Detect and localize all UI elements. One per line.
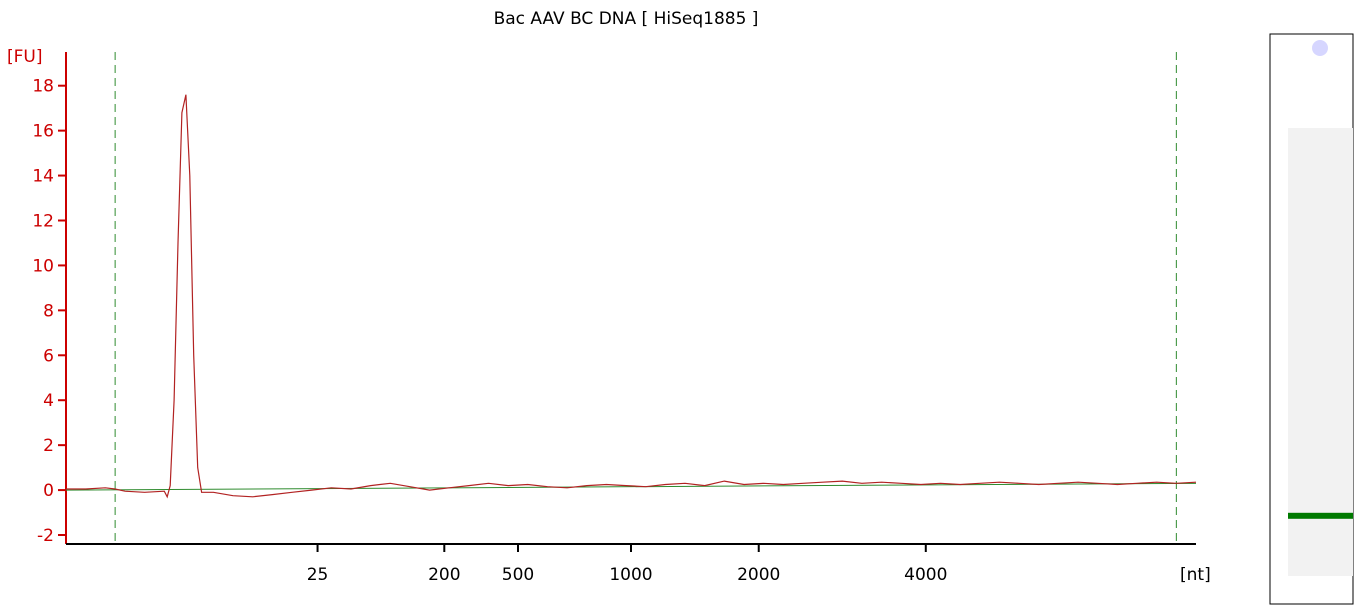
x-tick-label: 1000	[609, 565, 652, 585]
marker-lines	[114, 52, 1177, 544]
y-tick-label: 2	[43, 436, 54, 456]
y-tick-label: 16	[32, 122, 54, 142]
gel-background	[1288, 128, 1353, 576]
x-tick-label: 500	[502, 565, 534, 585]
trace-group	[66, 94, 1197, 499]
x-tick-label: 4000	[904, 565, 947, 585]
y-tick-label: 0	[43, 481, 54, 501]
x-axis-label: [nt]	[1180, 565, 1211, 585]
chart-title: Bac AAV BC DNA [ HiSeq1885 ]	[494, 9, 759, 29]
y-tick-label: 18	[32, 77, 54, 97]
y-tick-label: 6	[43, 346, 54, 366]
y-tick-label: 8	[43, 301, 54, 321]
x-tick-label: 25	[307, 565, 329, 585]
x-tick-label: 200	[428, 565, 460, 585]
x-tick-label: 2000	[737, 565, 780, 585]
gel-band	[1288, 512, 1353, 519]
baseline-group	[65, 482, 1197, 491]
y-tick-label: 14	[32, 167, 54, 187]
gel-well-icon	[1312, 40, 1328, 56]
baseline-line	[65, 482, 1197, 491]
x-axis: 25 200 500 1000 2000 4000	[66, 543, 1196, 585]
y-tick-label: 12	[32, 211, 54, 231]
y-tick-label: 4	[43, 391, 54, 411]
y-tick-label: 10	[32, 256, 54, 276]
y-axis-label: [FU]	[7, 47, 43, 67]
y-axis: -2 0 2 4 6 8 10 12 14 16 18	[32, 52, 67, 546]
y-tick-label: -2	[37, 526, 54, 546]
series-line	[66, 94, 1197, 499]
gel-lane	[1269, 33, 1354, 605]
